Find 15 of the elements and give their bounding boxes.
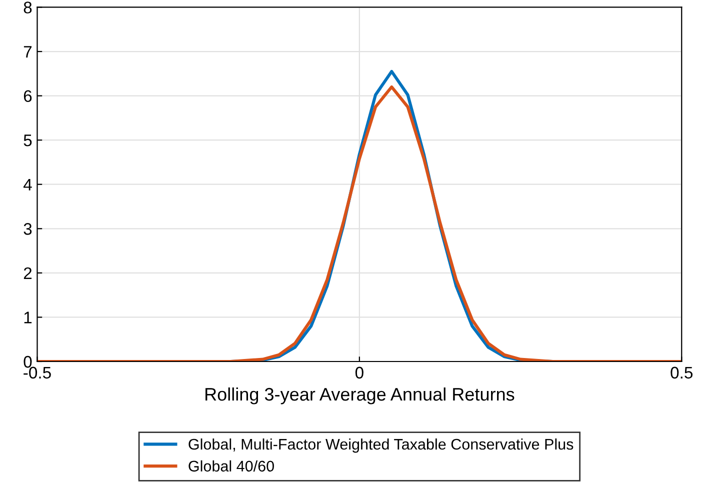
legend-label: Global 40/60 [188,460,274,472]
x-axis-title: Rolling 3-year Average Annual Returns [206,387,514,404]
y-tick-label: 1 [24,312,32,324]
y-tick-label: 5 [24,134,32,146]
y-tick-label: 6 [24,90,32,102]
y-tick-label: 3 [24,223,32,235]
y-tick-label: 7 [24,46,32,58]
y-tick-label: 4 [23,178,32,190]
y-tick-label: 2 [24,267,32,279]
legend-label: Global, Multi-Factor Weighted Taxable Conservative Plus [188,438,574,453]
x-tick-label: -0.5 [24,366,51,379]
y-tick-label: 8 [24,2,32,14]
y-tick-label: 0 [24,356,32,368]
x-tick-label: 0.5 [670,366,693,379]
x-tick-label: 0 [355,366,364,379]
